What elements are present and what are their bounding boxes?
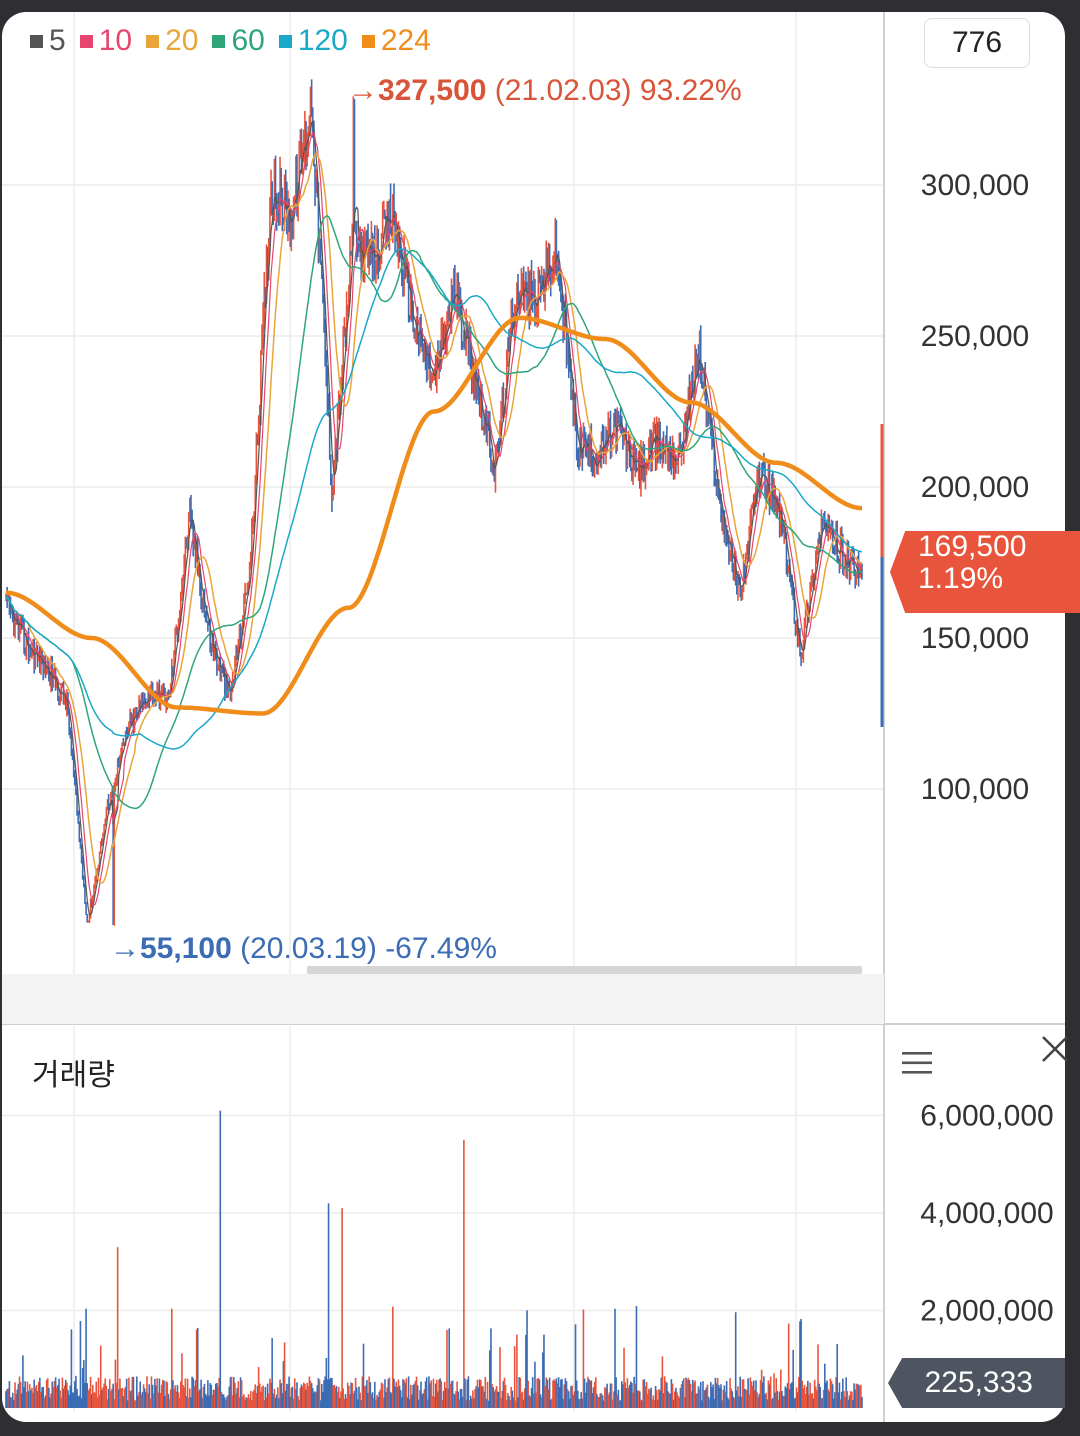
peak-annotation: →327,500 (21.02.03) 93.22% <box>348 74 742 108</box>
volume-tick-label: 4,000,000 <box>920 1197 1053 1230</box>
ma-line-224 <box>4 315 864 716</box>
volume-grid <box>2 1114 884 1312</box>
close-icon[interactable] <box>1040 1034 1070 1064</box>
price-series <box>5 79 863 926</box>
legend-item-ma20[interactable]: 20 <box>146 24 198 58</box>
chart-card: 100,000 150,000 200,000 250,000 300,000 2,00… <box>2 12 1065 1422</box>
legend-item-ma5[interactable]: 5 <box>30 24 66 58</box>
price-axis: 100,000 150,000 200,000 250,000 300,000 <box>921 169 1029 806</box>
price-tick-label: 200,000 <box>921 471 1029 504</box>
legend-label: 120 <box>297 24 348 57</box>
legend-swatch <box>146 34 160 48</box>
current-price-tag: 169,500 1.19% <box>890 531 1080 613</box>
price-tick-label: 300,000 <box>921 169 1029 202</box>
date-axis-band <box>2 974 884 1024</box>
peak-detail: (21.02.03) 93.22% <box>486 74 742 107</box>
ma-line-20 <box>5 152 863 884</box>
peak-value: 327,500 <box>378 74 487 107</box>
low-annotation: →55,100 (20.03.19) -67.49% <box>110 932 497 966</box>
ma-line-10 <box>5 131 863 906</box>
legend-label: 10 <box>98 24 133 57</box>
candle-count-badge[interactable]: 776 <box>924 18 1030 68</box>
ma-line-5 <box>5 120 863 916</box>
volume-axis: 2,000,000 4,000,000 6,000,000 <box>920 1100 1053 1328</box>
menu-icon[interactable] <box>902 1050 932 1076</box>
legend-swatch <box>30 34 43 48</box>
price-grid <box>2 12 884 1412</box>
ma-line-60 <box>5 215 863 810</box>
legend-swatch <box>361 34 375 48</box>
ma-line-120 <box>5 248 863 750</box>
legend-label: 5 <box>49 24 66 57</box>
volume-panel-title: 거래량 <box>32 1059 115 1092</box>
volume-bars <box>5 1110 863 1408</box>
current-price-change: 1.19% <box>918 562 1004 595</box>
low-value: 55,100 <box>140 932 232 965</box>
moving-averages <box>4 120 864 916</box>
legend-item-ma10[interactable]: 10 <box>79 24 133 58</box>
current-price-value: 169,500 <box>918 530 1027 563</box>
legend-swatch <box>79 34 93 48</box>
price-tick-label: 250,000 <box>921 320 1029 353</box>
low-arrow: → <box>110 932 140 965</box>
chart-svg[interactable]: 100,000 150,000 200,000 250,000 300,000 2,00… <box>2 12 1065 1422</box>
legend-label: 20 <box>165 24 199 57</box>
legend-swatch <box>212 34 226 48</box>
legend-label: 60 <box>231 24 265 57</box>
volume-tick-label: 6,000,000 <box>920 1100 1053 1133</box>
price-tick-label: 150,000 <box>921 622 1029 655</box>
current-volume-tag: 225,333 <box>888 1358 1065 1408</box>
low-detail: (20.03.19) -67.49% <box>231 932 497 965</box>
legend-item-ma224[interactable]: 224 <box>361 24 431 58</box>
legend-swatch <box>278 34 292 48</box>
peak-arrow: → <box>348 74 378 107</box>
legend-item-ma60[interactable]: 60 <box>212 24 265 58</box>
price-tick-label: 100,000 <box>921 773 1029 806</box>
ma-legend: 5 10 20 60 120 224 <box>30 24 431 58</box>
legend-item-ma120[interactable]: 120 <box>278 24 348 58</box>
volume-tick-label: 2,000,000 <box>920 1295 1053 1328</box>
legend-label: 224 <box>380 24 431 57</box>
scrollbar-track[interactable] <box>307 966 862 974</box>
